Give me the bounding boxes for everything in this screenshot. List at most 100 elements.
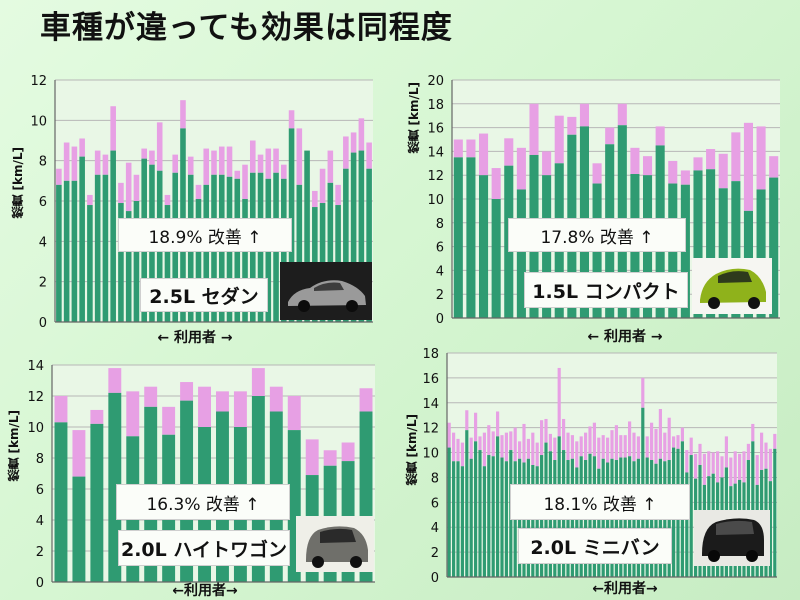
y-tick-label: 0 [39, 316, 47, 331]
bar-improved [650, 422, 654, 461]
bar-improved [764, 442, 768, 469]
bar-baseline [366, 168, 372, 322]
y-tick-label: 2 [436, 288, 444, 303]
bar-baseline [756, 189, 766, 318]
bar-baseline [491, 456, 495, 577]
bar-improved [496, 411, 500, 437]
bar-improved [658, 409, 662, 459]
bar-improved [478, 133, 489, 176]
bar-improved [693, 157, 703, 171]
bar-improved [460, 442, 464, 467]
bar-improved [773, 433, 777, 449]
bar-improved [71, 146, 78, 181]
bar-improved [516, 147, 526, 190]
bar-improved [305, 439, 319, 476]
bar-improved [698, 443, 702, 465]
bar-improved [535, 442, 539, 467]
bar-baseline [689, 455, 693, 577]
bar-improved [760, 432, 764, 470]
y-tick-label: 2 [39, 276, 47, 291]
bar-improved [452, 432, 456, 462]
bar-baseline [466, 157, 476, 318]
bar-improved [500, 435, 504, 458]
bar-baseline [456, 461, 460, 577]
bar-improved [685, 450, 689, 473]
y-tick-label: 4 [431, 521, 439, 536]
car-photo-minivan [694, 510, 770, 566]
bar-improved [509, 431, 513, 451]
bar-baseline [79, 156, 85, 322]
bar-improved [211, 150, 217, 175]
bar-baseline [304, 150, 310, 322]
bar-baseline [654, 463, 658, 577]
bar-improved [575, 441, 579, 468]
bar-improved [654, 428, 658, 464]
bar-improved [606, 437, 610, 463]
bar-improved [716, 451, 720, 483]
bar-baseline [453, 157, 463, 318]
y-tick-label: 12 [27, 390, 44, 405]
bar-improved [56, 168, 62, 185]
chart-minivan: 燃費 [km/L] 0 2 4 6 8 10 12 14 16 18 ←利用者→ 18.1% 改善… [400, 347, 800, 600]
bar-improved [663, 432, 667, 462]
y-tick-label: 10 [30, 114, 47, 129]
bar-improved [350, 132, 357, 153]
bar-improved [738, 453, 742, 480]
x-axis-label: ← 利用者 → [587, 329, 663, 345]
bar-improved [296, 128, 303, 185]
bar-improved [491, 168, 501, 199]
improvement-box: 17.8% 改善 ↑ [508, 218, 686, 252]
bar-baseline [465, 430, 469, 577]
bar-improved [562, 418, 566, 451]
chart-compact: 燃費 [km/L] 0 2 4 6 8 10 12 14 16 18 20 ← 利用者 → 17.8… [400, 0, 800, 350]
bar-improved [465, 410, 469, 431]
bar-baseline [63, 180, 70, 322]
bar-improved [641, 377, 645, 408]
y-tick-label: 20 [427, 74, 444, 89]
bar-improved [718, 153, 728, 189]
bar-improved [79, 138, 85, 157]
bar-improved [680, 427, 684, 442]
bar-improved [557, 367, 561, 437]
bar-improved [108, 368, 122, 393]
bar-improved [257, 154, 264, 173]
bar-improved [54, 396, 68, 423]
y-tick-label: 4 [39, 235, 47, 250]
bar-improved [327, 150, 334, 183]
bar-improved [579, 103, 590, 127]
bar-improved [567, 116, 577, 135]
bar-baseline [447, 447, 451, 577]
bar-improved [447, 422, 451, 448]
bar-improved [731, 132, 741, 182]
bar-improved [72, 430, 86, 477]
bar-improved [90, 409, 104, 424]
bar-improved [87, 194, 93, 206]
bar-baseline [516, 189, 526, 318]
bar-improved [141, 148, 147, 159]
y-tick-label: 8 [431, 471, 439, 486]
bar-improved [605, 127, 615, 145]
bar-baseline [90, 423, 104, 582]
bar-baseline [773, 448, 777, 577]
bar-improved [769, 156, 779, 178]
bar-improved [694, 453, 698, 479]
bar-improved [482, 432, 486, 467]
bar-improved [504, 432, 508, 462]
bar-baseline [768, 481, 772, 577]
bar-improved [672, 436, 676, 448]
bar-improved [570, 435, 574, 459]
bar-improved [125, 162, 132, 212]
bar-baseline [496, 436, 500, 577]
bar-improved [548, 433, 552, 452]
bar-improved [702, 453, 706, 485]
bar-improved [466, 139, 476, 158]
bar-improved [118, 182, 124, 204]
y-tick-label: 14 [422, 397, 439, 412]
bar-improved [588, 426, 592, 454]
bar-improved [180, 100, 186, 129]
bar-improved [584, 432, 588, 461]
bar-improved [733, 451, 737, 484]
bar-improved [544, 418, 548, 443]
car-type-label: 2.0L ミニバン [518, 528, 672, 564]
bar-improved [487, 425, 491, 456]
